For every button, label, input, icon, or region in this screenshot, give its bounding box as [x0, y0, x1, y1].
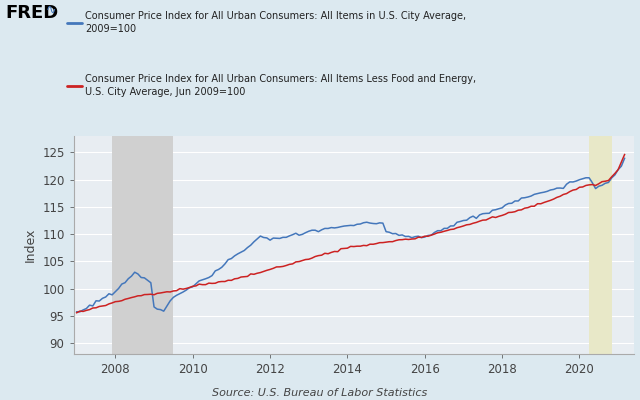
Text: Source: U.S. Bureau of Labor Statistics: Source: U.S. Bureau of Labor Statistics — [212, 388, 428, 398]
Y-axis label: Index: Index — [24, 228, 36, 262]
Text: FRED: FRED — [5, 4, 58, 22]
Bar — [589, 136, 612, 354]
Text: Consumer Price Index for All Urban Consumers: All Items in U.S. City Average,
20: Consumer Price Index for All Urban Consu… — [85, 12, 467, 34]
Bar — [112, 136, 173, 354]
Text: ∿: ∿ — [46, 4, 56, 17]
Text: Consumer Price Index for All Urban Consumers: All Items Less Food and Energy,
U.: Consumer Price Index for All Urban Consu… — [85, 74, 476, 97]
